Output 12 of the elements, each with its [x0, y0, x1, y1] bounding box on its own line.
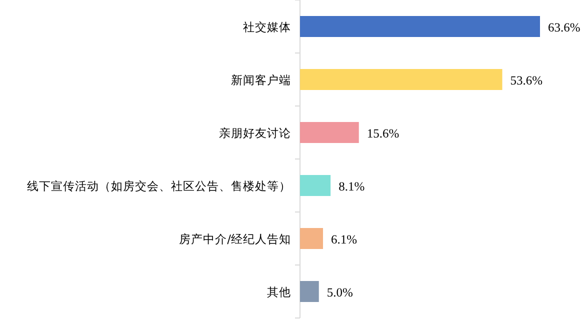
y-tick-label: 新闻客户端	[231, 73, 291, 87]
data-label: 15.6%	[366, 126, 400, 140]
y-tick-label: 社交媒体	[243, 20, 291, 34]
y-tick-label: 房产中介/经纪人告知	[179, 232, 291, 246]
data-label: 6.1%	[331, 232, 358, 246]
y-tick-label: 线下宣传活动（如房交会、社区公告、售楼处等）	[27, 179, 291, 193]
data-label: 63.6%	[548, 20, 580, 34]
data-label: 8.1%	[338, 180, 365, 194]
y-tick-label: 亲朋好友讨论	[219, 126, 291, 140]
data-label: 53.6%	[510, 74, 543, 88]
y-tick-label: 其他	[267, 285, 291, 299]
data-label: 5.0%	[326, 286, 353, 300]
